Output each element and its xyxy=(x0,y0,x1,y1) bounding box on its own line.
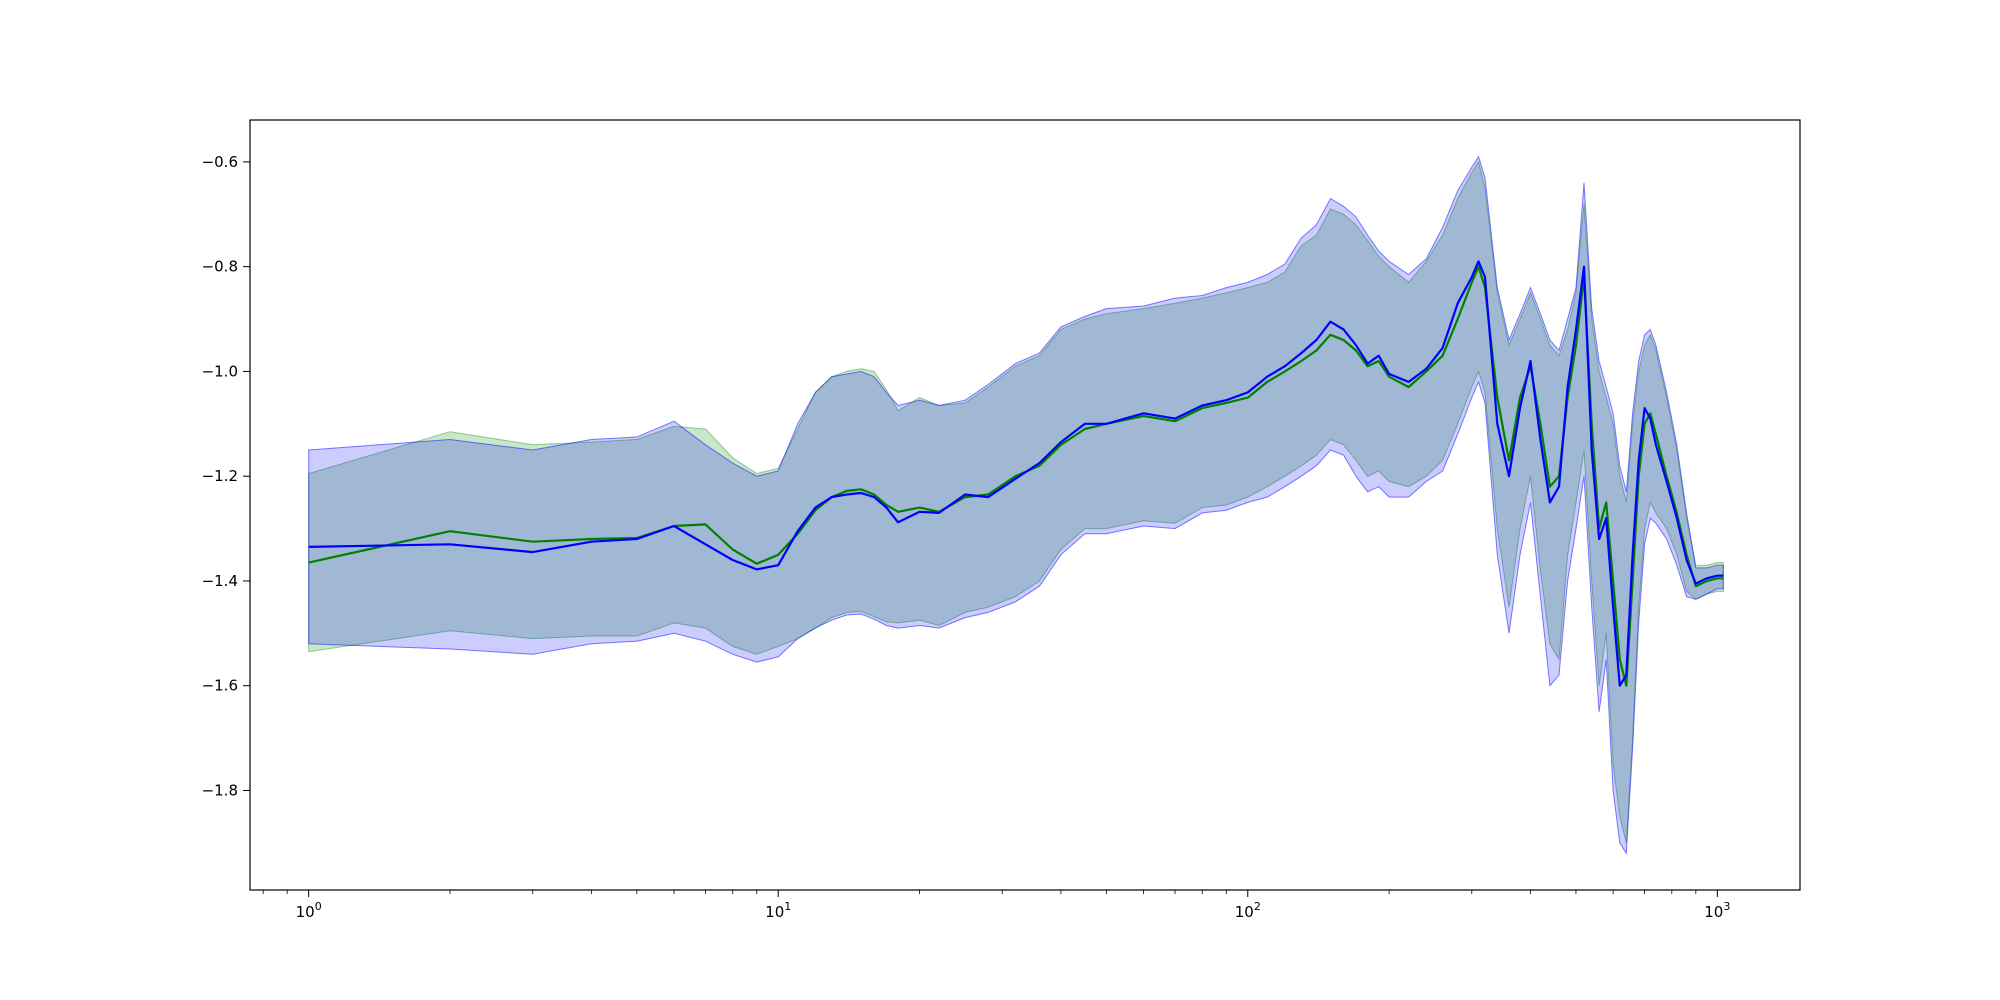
x-tick-label: 101 xyxy=(765,900,791,921)
y-tick-label: −1.4 xyxy=(202,572,238,590)
confidence-bands xyxy=(308,155,1724,855)
series-2-line xyxy=(308,260,1724,687)
plot-background xyxy=(250,120,1800,890)
y-tick-label: −1.2 xyxy=(202,467,238,485)
series-1-line xyxy=(308,265,1724,687)
x-axis: 100 101 102 103 xyxy=(262,890,1730,921)
y-tick-label: −1.8 xyxy=(202,781,238,799)
plot-frame xyxy=(249,119,1801,891)
y-tick-label: −0.8 xyxy=(202,258,238,276)
y-tick-label: −1.0 xyxy=(202,362,238,380)
x-tick-label: 100 xyxy=(296,900,322,921)
x-tick-label: 102 xyxy=(1235,900,1261,921)
y-axis: −0.6 −0.8 −1.0 −1.2 −1.4 −1.6 −1.8 xyxy=(202,153,250,799)
series-2-band xyxy=(308,155,1724,855)
series-1-band xyxy=(308,160,1724,844)
x-tick-label: 103 xyxy=(1704,900,1730,921)
y-tick-label: −1.6 xyxy=(202,677,238,695)
y-tick-label: −0.6 xyxy=(202,153,238,171)
series-lines xyxy=(308,260,1724,687)
